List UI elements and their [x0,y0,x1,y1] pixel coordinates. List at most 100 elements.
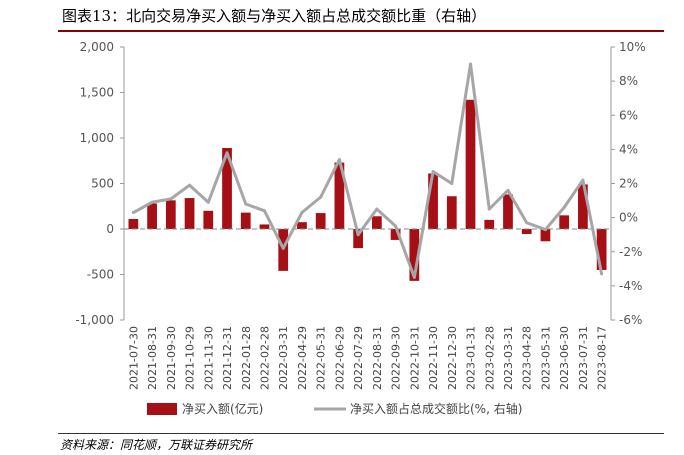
line-point [356,233,360,237]
line-point [506,188,510,192]
bar [409,229,420,281]
x-tick-label: 2023-04-28 [521,326,534,390]
bar [578,184,588,229]
bar [353,229,364,249]
legend-label-bar: 净买入额(亿元) [182,401,263,416]
bar [503,194,513,229]
line-point [262,209,266,213]
bar [540,229,551,242]
line-point [543,228,547,232]
y-left-tick-label: 0 [106,222,114,236]
bar [278,229,289,271]
x-tick-label: 2023-02-28 [483,326,496,390]
line-point [600,272,604,276]
line-point [375,207,379,211]
bar [184,198,195,229]
y-right-tick-label: -6% [619,313,642,327]
bar [334,162,345,229]
y-right-tick-label: -4% [619,279,642,293]
x-tick-label: 2022-05-31 [315,326,328,390]
line-point [188,183,192,187]
line-point [244,202,248,206]
bar [484,219,495,229]
x-tick-label: 2021-10-29 [184,326,197,390]
y-left-tick-label: 1,500 [80,86,114,100]
x-tick-label: 2023-08-17 [596,326,609,390]
y-right-tick-label: -2% [619,245,642,259]
x-tick-label: 2023-03-31 [502,326,515,390]
bar [315,213,326,229]
x-tick-label: 2022-09-30 [390,326,403,390]
x-tick-label: 2022-08-31 [371,326,384,390]
y-right-tick-label: 0% [619,211,638,225]
x-tick-label: 2022-12-30 [446,326,459,390]
x-tick-label: 2022-10-31 [408,326,421,390]
x-tick-label: 2022-02-28 [258,326,271,390]
x-tick-label: 2023-05-31 [539,326,552,390]
y-right-tick-label: 8% [619,74,638,88]
line-point [319,195,323,199]
bar [147,203,157,229]
x-tick-label: 2022-06-29 [333,326,346,390]
x-tick-label: 2022-03-31 [277,326,290,390]
x-tick-label: 2021-11-30 [202,326,215,390]
line-point [469,62,473,66]
bar [128,218,139,229]
bar [559,215,570,229]
bar [465,99,476,229]
line-point [225,151,229,155]
line-point [206,200,210,204]
bar [371,216,382,229]
line-point [281,246,285,250]
bar [521,229,532,235]
legend: 净买入额(亿元) 净买入额占总成交额比(%, 右轴) [147,401,522,416]
line-point [150,200,154,204]
plot-area: -1,000 -500 0 500 1,000 1,500 2,000 -6% -4% -2% 0%… [75,40,645,390]
bar [596,229,607,270]
legend-label-line: 净买入额占总成交额比(%, 右轴) [350,401,522,416]
y-right-tick-label: 6% [619,108,638,122]
source-note: 资料来源：同花顺，万联证券研究所 [60,438,253,452]
x-tick-label: 2021-07-30 [127,326,140,390]
y-left-tick-label: 2,000 [80,40,114,54]
legend-swatch-bar [147,403,177,415]
y-right-tick-label: 4% [619,142,638,156]
bar [165,200,176,229]
x-tick-label: 2021-12-31 [221,326,234,390]
y-left-tick-label: 500 [91,177,114,191]
y-right-tick-label: 2% [619,177,638,191]
line-point [337,158,341,162]
line-point [394,224,398,228]
x-tick-label: 2023-07-31 [577,326,590,390]
bar [446,196,457,229]
bar [203,210,214,229]
y-right-tick-label: 10% [619,40,646,54]
line-point [131,211,135,215]
bar [297,222,307,229]
bar [222,148,232,229]
line-point [300,211,304,215]
y-left-tick-label: 1,000 [80,131,114,145]
y-left-tick-label: -500 [87,268,114,282]
bar [240,212,251,229]
x-tick-label: 2021-09-30 [165,326,178,390]
x-tick-label: 2022-04-29 [296,326,309,390]
line-point [562,205,566,209]
x-tick-label: 2022-01-28 [240,326,253,390]
bar [259,224,270,229]
ratio-line [132,62,604,279]
bottom-rule [58,433,664,434]
title-rule [58,30,664,32]
x-tick-label: 2021-08-31 [146,326,159,390]
x-tick-label: 2023-01-31 [465,326,478,390]
line-point [581,178,585,182]
chart-title: 图表13：北向交易净买入额与净买入额占总成交额比重（右轴） [62,7,487,25]
line-point [450,182,454,185]
line-point [169,197,173,201]
x-tick-label: 2022-11-30 [427,326,440,390]
x-tick-label: 2022-07-29 [352,326,365,390]
bar [428,173,438,229]
bar [390,229,401,240]
line-point [431,170,435,174]
